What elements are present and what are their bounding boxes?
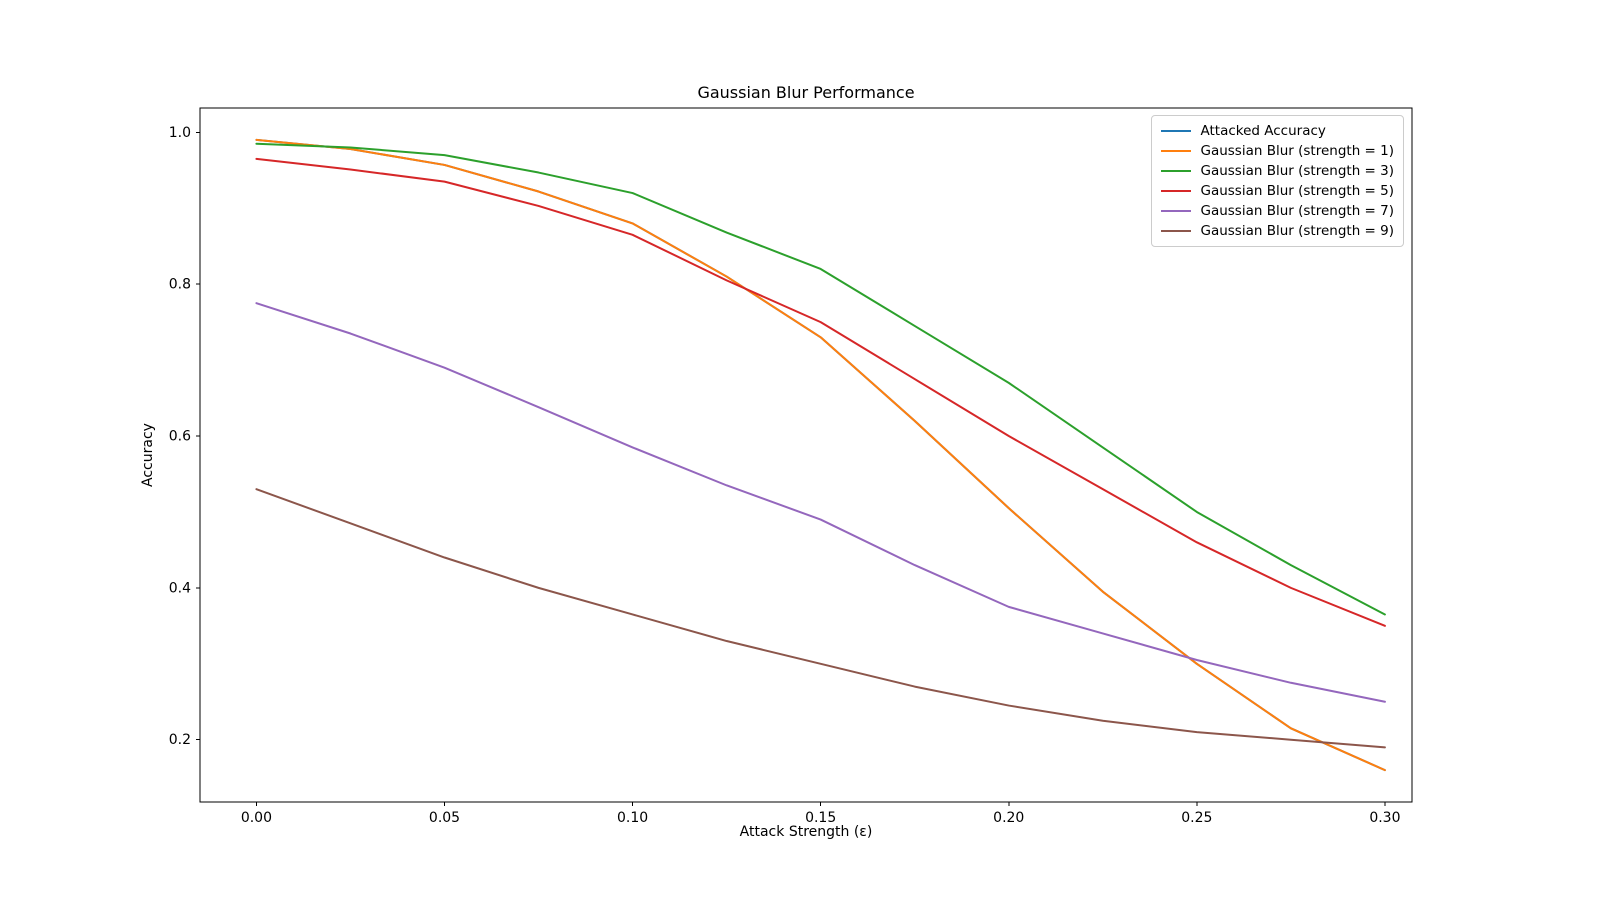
legend-entry: Gaussian Blur (strength = 1) [1161, 141, 1394, 161]
x-tick-label: 0.10 [617, 810, 648, 826]
legend: Attacked Accuracy Gaussian Blur (strength… [1151, 115, 1404, 247]
legend-label: Gaussian Blur (strength = 5) [1200, 183, 1394, 199]
series-line-4 [255, 302, 1386, 703]
legend-entry: Gaussian Blur (strength = 3) [1161, 161, 1394, 181]
legend-label: Gaussian Blur (strength = 3) [1200, 163, 1394, 179]
legend-line-swatch [1161, 129, 1192, 133]
chart-title: Gaussian Blur Performance [697, 83, 914, 102]
legend-line-swatch [1161, 169, 1192, 173]
y-tick-label: 0.8 [169, 277, 191, 293]
series-line-3 [255, 157, 1386, 627]
legend-line-swatch [1161, 189, 1192, 193]
legend-line-swatch [1161, 209, 1192, 213]
legend-entry: Gaussian Blur (strength = 5) [1161, 181, 1394, 201]
series-lines [255, 138, 1386, 772]
legend-line-swatch [1161, 149, 1192, 153]
legend-entry: Attacked Accuracy [1161, 121, 1394, 141]
x-tick-label: 0.00 [241, 810, 272, 826]
series-line-2 [255, 142, 1386, 616]
plot-border [199, 107, 1413, 803]
legend-line-swatch [1161, 229, 1192, 233]
x-axis-label: Attack Strength (ε) [740, 824, 873, 840]
y-axis-ticks: 0.2 0.4 0.6 0.8 1.0 [169, 125, 200, 748]
legend-label: Gaussian Blur (strength = 9) [1200, 223, 1394, 239]
y-tick-label: 0.6 [169, 429, 191, 445]
legend-label: Attacked Accuracy [1200, 123, 1326, 139]
legend-entry: Gaussian Blur (strength = 9) [1161, 221, 1394, 241]
x-tick-label: 0.25 [1181, 810, 1212, 826]
y-tick-label: 0.2 [169, 732, 191, 748]
series-line-5 [255, 488, 1386, 749]
series-line-1 [255, 138, 1386, 772]
x-tick-label: 0.20 [993, 810, 1024, 826]
x-tick-label: 0.30 [1369, 810, 1400, 826]
y-tick-label: 0.4 [169, 580, 191, 596]
y-tick-label: 1.0 [169, 125, 191, 141]
legend-label: Gaussian Blur (strength = 1) [1200, 143, 1394, 159]
y-axis-label: Accuracy [140, 423, 156, 487]
x-axis-ticks: 0.00 0.05 0.10 0.15 0.20 0.25 0.30 [241, 802, 1401, 826]
legend-entry: Gaussian Blur (strength = 7) [1161, 201, 1394, 221]
x-tick-label: 0.15 [805, 810, 836, 826]
x-tick-label: 0.05 [429, 810, 460, 826]
legend-label: Gaussian Blur (strength = 7) [1200, 203, 1394, 219]
